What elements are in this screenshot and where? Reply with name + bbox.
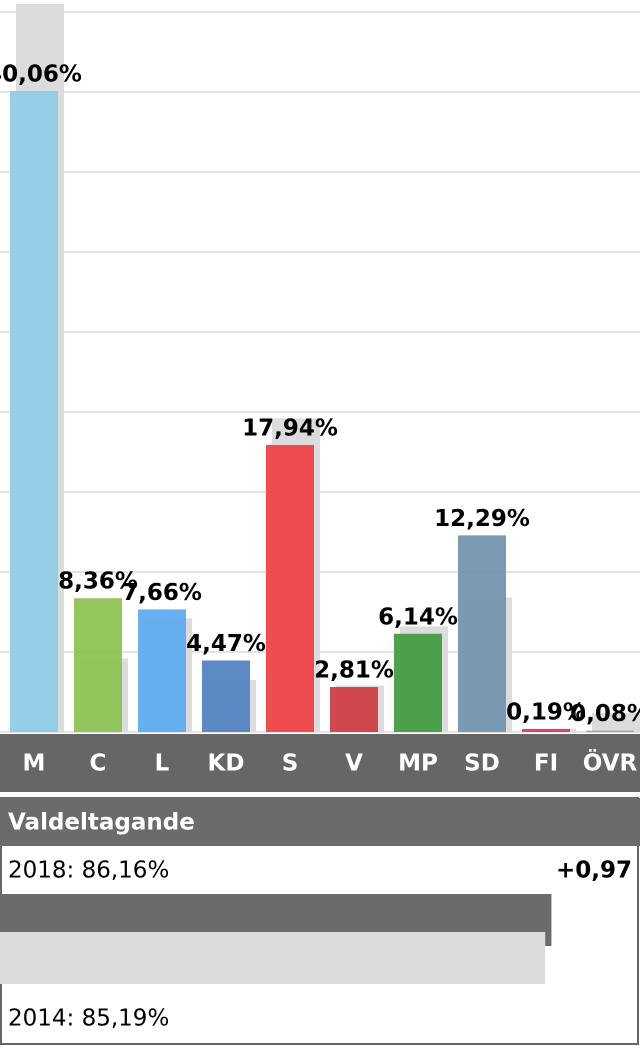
turnout-row-label: 2018: 86,16% xyxy=(8,858,169,884)
bar xyxy=(458,535,506,732)
turnout-bar xyxy=(0,932,546,984)
category-label: C xyxy=(90,751,107,777)
value-label: 2,81% xyxy=(314,658,394,684)
value-label: 8,36% xyxy=(58,569,138,595)
axis-band xyxy=(0,734,640,792)
category-label: KD xyxy=(208,751,245,777)
value-label: 0,08% xyxy=(570,701,640,727)
value-label: 17,94% xyxy=(242,415,338,441)
bar xyxy=(330,687,378,732)
bar xyxy=(202,660,250,732)
category-label: FI xyxy=(534,751,558,777)
bar xyxy=(138,609,186,732)
value-label: 12,29% xyxy=(434,506,530,532)
turnout-change: +0,97 xyxy=(556,858,632,884)
category-label: V xyxy=(345,751,363,777)
turnout-row-label: 2014: 85,19% xyxy=(8,1006,169,1032)
value-label: 0,19% xyxy=(506,699,586,725)
bar xyxy=(586,730,634,732)
category-label: M xyxy=(23,751,46,777)
category-label: L xyxy=(155,751,170,777)
bar xyxy=(522,728,570,732)
turnout-header xyxy=(0,798,640,846)
category-label: S xyxy=(282,751,299,777)
previous-bar xyxy=(592,712,640,732)
category-label: ÖVR xyxy=(583,749,638,777)
turnout-title: Valdeltagande xyxy=(8,810,195,836)
bar xyxy=(74,598,122,732)
value-label: 4,47% xyxy=(186,631,266,657)
value-label: 6,14% xyxy=(378,604,458,630)
value-label: 40,06% xyxy=(0,62,82,88)
category-label: SD xyxy=(464,751,500,777)
bar xyxy=(266,444,314,732)
bar xyxy=(10,91,58,733)
bar xyxy=(394,633,442,732)
category-label: MP xyxy=(398,751,438,777)
value-label: 7,66% xyxy=(122,580,202,606)
